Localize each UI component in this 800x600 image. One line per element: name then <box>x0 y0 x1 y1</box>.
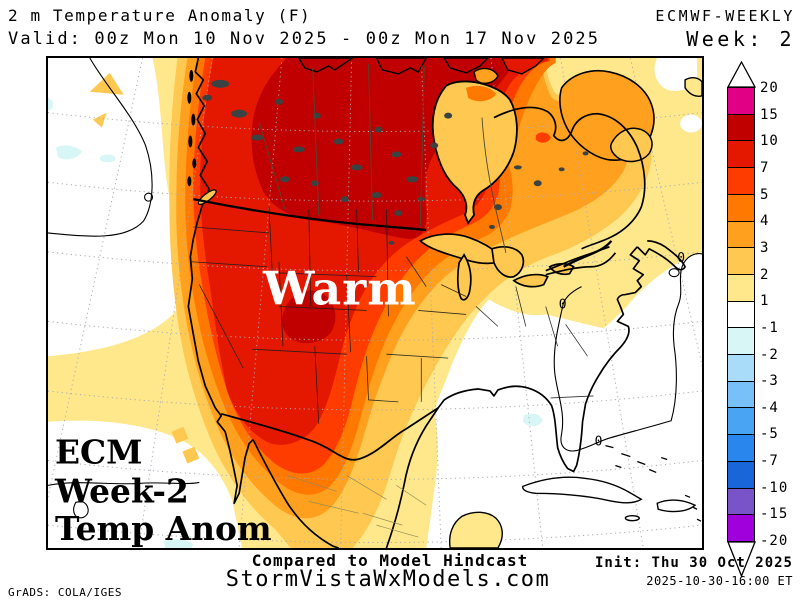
colorbar-segment <box>728 488 754 516</box>
colorbar-segment <box>728 88 754 115</box>
pacific-islands <box>187 69 197 187</box>
colorbar-tick-label: -10 <box>760 479 789 496</box>
province-borders <box>258 63 507 253</box>
colorbar-tick-label: -5 <box>760 426 779 443</box>
colorbar-segment <box>728 141 754 169</box>
colorbar-tick-label: -4 <box>760 399 779 416</box>
bahamas <box>605 445 702 522</box>
comparison-caption: Compared to Model Hindcast <box>251 551 529 570</box>
colorbar-segment <box>728 221 754 249</box>
greenland-corner <box>684 77 702 97</box>
colorbar-arrow-up <box>727 61 757 88</box>
state-borders <box>191 207 594 424</box>
colorbar-tick-label: -15 <box>760 506 789 523</box>
colorbar-segment <box>728 274 754 302</box>
mexico-state-borders <box>286 475 427 538</box>
corner-label-line1: ECM <box>55 433 143 472</box>
ungava-warm-spot <box>535 132 551 143</box>
init-date: Init: Thu 30 Oct 2025 <box>594 555 793 571</box>
corner-label-line3: Temp Anom <box>55 509 272 548</box>
coastlines <box>187 58 686 548</box>
colorbar-tick-label: 20 <box>760 80 779 96</box>
valid-range: Valid: 00z Mon 10 Nov 2025 - 00z Mon 17 … <box>8 29 601 49</box>
caribbean <box>448 476 697 548</box>
zero-contour-label: 0 <box>595 435 603 450</box>
colorbar-tick-label: 10 <box>760 133 779 150</box>
colorbar-segment <box>728 461 754 489</box>
plot-title: 2 m Temperature Anomaly (F) <box>8 6 312 25</box>
cool-patches <box>48 97 543 548</box>
week-label: Week: 2 <box>686 27 795 51</box>
colorbar-tick-label: -7 <box>760 453 779 470</box>
colorbar-tick-label: 5 <box>760 186 770 203</box>
corner-label-line2: Week-2 <box>54 471 189 510</box>
grads-credit: GrADS: COLA/IGES <box>8 586 122 599</box>
colorbar-tick-label: -1 <box>760 319 779 336</box>
colorbar-tick-label: -3 <box>760 373 779 390</box>
colorbar-segments <box>727 87 755 542</box>
colorbar-tick-label: 7 <box>760 159 770 176</box>
colorbar-tick-label: 4 <box>760 213 770 230</box>
site-name: StormVistaWxModels.com <box>225 567 551 592</box>
colorbar-tick-label: 3 <box>760 239 770 256</box>
colorbar-segment <box>728 408 754 436</box>
colorbar-tick-label: -20 <box>760 533 789 550</box>
newfoundland <box>610 127 653 163</box>
map-frame: Warm ECM Week-2 Temp Anom 0 0 0 <box>46 56 704 550</box>
zero-contours <box>48 58 702 519</box>
model-name: ECMWF-WEEKLY <box>655 7 795 25</box>
colorbar-segment <box>728 515 754 541</box>
colorbar-segment <box>728 355 754 382</box>
colorbar-tick-label: 15 <box>760 106 779 123</box>
colorbar-segment <box>728 194 754 222</box>
colorbar-segment <box>728 248 754 275</box>
us-mexico-border <box>220 407 439 461</box>
colorbar-tick-label: -2 <box>760 346 779 363</box>
colorbar-segment <box>728 114 754 142</box>
hudson-bay-warm-patch <box>466 85 496 102</box>
zero-contour-label: 0 <box>677 251 685 266</box>
colorbar-segment <box>728 381 754 409</box>
warm-annotation: Warm <box>262 262 417 316</box>
colorbar-segment <box>728 435 754 462</box>
zero-contour-label: 0 <box>559 297 567 312</box>
colorbar-labels: 20 15 10 7 5 4 3 2 1 -1 -2 -3 -4 -5 -7 -10 -15 -20 <box>760 80 798 550</box>
colorbar-arrow-down <box>727 541 756 578</box>
init-timestamp: 2025-10-30-16:00 ET <box>646 574 793 588</box>
great-lakes <box>418 233 575 301</box>
small-lakes <box>202 79 589 245</box>
colorbar-tick-label: 1 <box>760 293 770 310</box>
colorbar-segment <box>728 168 754 195</box>
arctic-islands <box>298 58 545 85</box>
colorbar-tick-label: 2 <box>760 266 770 283</box>
region-plus10-west <box>282 290 336 344</box>
colorbar-segment <box>728 301 754 329</box>
map-svg: Warm ECM Week-2 Temp Anom 0 0 0 <box>48 58 702 548</box>
us-canada-border <box>193 198 613 268</box>
colorbar-segment <box>728 328 754 356</box>
